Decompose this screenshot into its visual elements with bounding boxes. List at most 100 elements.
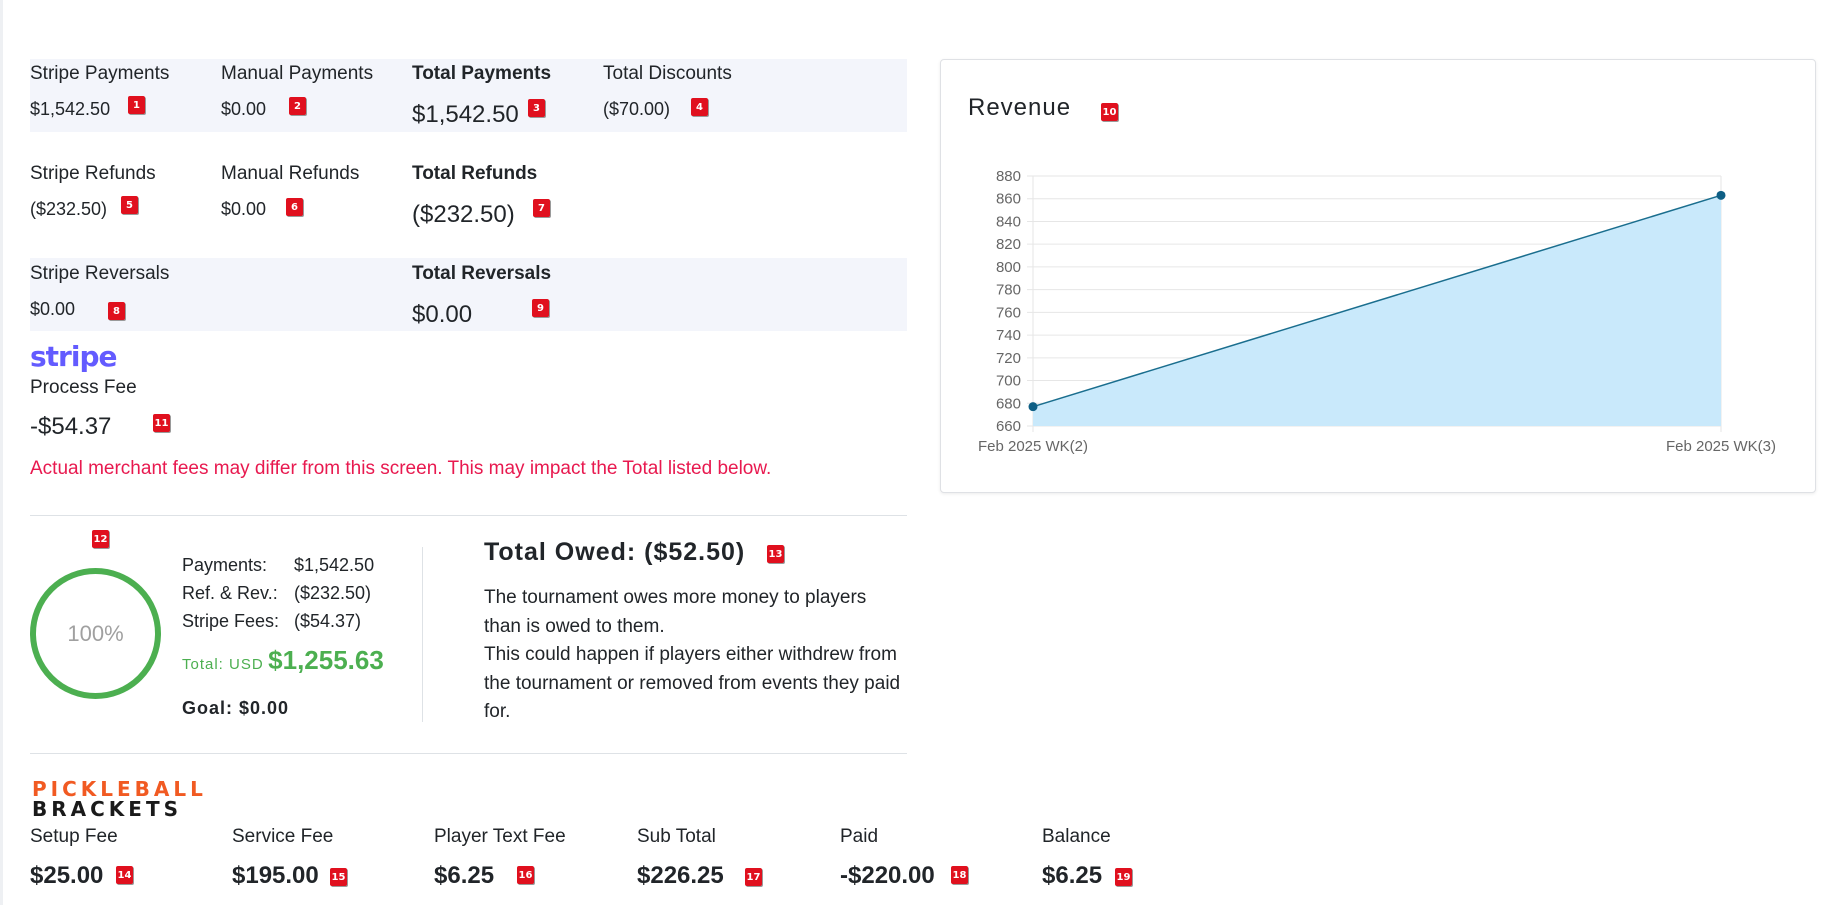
badge-9[interactable]: 9	[532, 299, 549, 317]
balance-value: $6.25	[1042, 862, 1103, 889]
stripe-reversals-label: Stripe Reversals	[30, 263, 170, 284]
summary-total-label: Total: USD	[182, 656, 264, 673]
page-left-border	[0, 0, 3, 905]
paid-label: Paid	[840, 826, 879, 847]
summary-refrev-label: Ref. & Rev.:	[182, 583, 278, 603]
badge-7[interactable]: 7	[533, 199, 550, 217]
revenue-chart: 660 680 700 720 740 760 780 800 820 840 860 880 Feb …	[978, 168, 1776, 455]
merchant-fee-warning: Actual merchant fees may differ from thi…	[30, 458, 772, 479]
badge-10[interactable]: 10	[1101, 103, 1118, 121]
y-tick-label: 840	[996, 213, 1021, 230]
process-fee-label: Process Fee	[30, 377, 137, 398]
revenue-point	[1028, 402, 1038, 412]
stripe-payments-label: Stripe Payments	[30, 63, 170, 84]
summary-total: Total: USD $1,255.63	[182, 645, 384, 676]
y-tick-label: 820	[996, 236, 1021, 253]
total-discounts-value: ($70.00)	[603, 99, 671, 119]
summary-fees-label: Stripe Fees:	[182, 611, 280, 631]
logo-top-text: PICKLEBALL	[32, 777, 207, 801]
manual-payments-label: Manual Payments	[221, 63, 374, 84]
stripe-reversals-value: $0.00	[30, 299, 76, 319]
revenue-title: Revenue	[968, 94, 1072, 121]
balance-label: Balance	[1042, 826, 1111, 847]
summary-payments-value: $1,542.50	[294, 555, 375, 575]
x-tick-label: Feb 2025 WK(3)	[1666, 438, 1776, 455]
badge-3[interactable]: 3	[528, 99, 545, 117]
reversals-row-bg	[30, 258, 907, 331]
total-payments-value: $1,542.50	[412, 101, 519, 128]
pickleball-brackets-logo: PICKLEBALL BRACKETS	[32, 777, 207, 821]
payments-row-bg	[30, 59, 907, 132]
badge-6[interactable]: 6	[286, 198, 303, 216]
badge-8[interactable]: 8	[108, 302, 125, 320]
badge-11[interactable]: 11	[153, 414, 170, 432]
logo-bottom-text: BRACKETS	[32, 797, 183, 821]
total-refunds-label: Total Refunds	[412, 163, 538, 184]
y-tick-label: 860	[996, 191, 1021, 208]
goal-text: Goal: $0.00	[182, 698, 290, 718]
y-tick-label: 680	[996, 395, 1021, 412]
progress-ring: 100%	[30, 568, 161, 699]
summary-payments-label: Payments:	[182, 555, 268, 575]
total-owed-title: Total Owed: ($52.50)	[484, 538, 746, 566]
divider	[30, 753, 907, 754]
summary-refrev-row: Ref. & Rev.: ($232.50)	[182, 583, 371, 604]
manual-refunds-value: $0.00	[221, 199, 267, 219]
summary-payments-row: Payments: $1,542.50	[182, 555, 374, 576]
y-tick-label: 660	[996, 418, 1021, 435]
total-refunds-value: ($232.50)	[412, 201, 515, 228]
total-owed-description: The tournament owes more money to player…	[484, 584, 904, 727]
service-fee-label: Service Fee	[232, 826, 334, 847]
summary-total-value: $1,255.63	[268, 645, 384, 675]
sub-total-value: $226.25	[637, 862, 724, 889]
y-tick-label: 800	[996, 259, 1021, 276]
owed-text-line1: The tournament owes more money to player…	[484, 587, 867, 637]
badge-13[interactable]: 13	[767, 545, 784, 563]
stripe-refunds-value: ($232.50)	[30, 199, 108, 219]
total-payments-label: Total Payments	[412, 63, 552, 84]
process-fee-value: -$54.37	[30, 413, 112, 440]
y-tick-label: 760	[996, 304, 1021, 321]
total-reversals-value: $0.00	[412, 301, 473, 328]
setup-fee-value: $25.00	[30, 862, 104, 889]
badge-19[interactable]: 19	[1115, 868, 1132, 886]
revenue-card: Revenue 10 660 680 700 720 740 760 780 800 820 84…	[940, 59, 1816, 493]
total-discounts-label: Total Discounts	[603, 63, 732, 84]
summary-fees-row: Stripe Fees: ($54.37)	[182, 611, 361, 632]
y-tick-label: 720	[996, 350, 1021, 367]
badge-14[interactable]: 14	[116, 866, 133, 884]
manual-payments-value: $0.00	[221, 99, 267, 119]
stripe-logo: stripe	[30, 340, 117, 373]
badge-4[interactable]: 4	[691, 98, 708, 116]
badge-18[interactable]: 18	[951, 866, 968, 884]
summary-refrev-value: ($232.50)	[294, 583, 372, 603]
badge-1[interactable]: 1	[128, 96, 145, 114]
total-reversals-label: Total Reversals	[412, 263, 552, 284]
revenue-point	[1716, 190, 1726, 200]
badge-17[interactable]: 17	[745, 868, 762, 886]
badge-12[interactable]: 12	[92, 530, 109, 548]
stripe-refunds-label: Stripe Refunds	[30, 163, 156, 184]
y-tick-label: 780	[996, 282, 1021, 299]
revenue-area	[1033, 195, 1721, 426]
stripe-payments-value: $1,542.50	[30, 99, 111, 119]
y-tick-label: 880	[996, 168, 1021, 185]
service-fee-value: $195.00	[232, 862, 319, 889]
player-text-fee-value: $6.25	[434, 862, 495, 889]
badge-5[interactable]: 5	[121, 196, 138, 214]
badge-2[interactable]: 2	[289, 97, 306, 115]
setup-fee-label: Setup Fee	[30, 826, 118, 847]
sub-total-label: Sub Total	[637, 826, 716, 847]
x-tick-label: Feb 2025 WK(2)	[978, 438, 1088, 455]
badge-15[interactable]: 15	[330, 868, 347, 886]
manual-refunds-label: Manual Refunds	[221, 163, 360, 184]
progress-percent: 100%	[67, 620, 124, 646]
divider	[30, 515, 907, 516]
revenue-line	[1032, 194, 1722, 408]
player-text-fee-label: Player Text Fee	[434, 826, 566, 847]
y-tick-label: 700	[996, 373, 1021, 390]
summary-fees-value: ($54.37)	[294, 611, 362, 631]
summary-separator	[422, 547, 423, 722]
badge-16[interactable]: 16	[517, 866, 534, 884]
owed-text-line2: This could happen if players either with…	[484, 644, 901, 722]
